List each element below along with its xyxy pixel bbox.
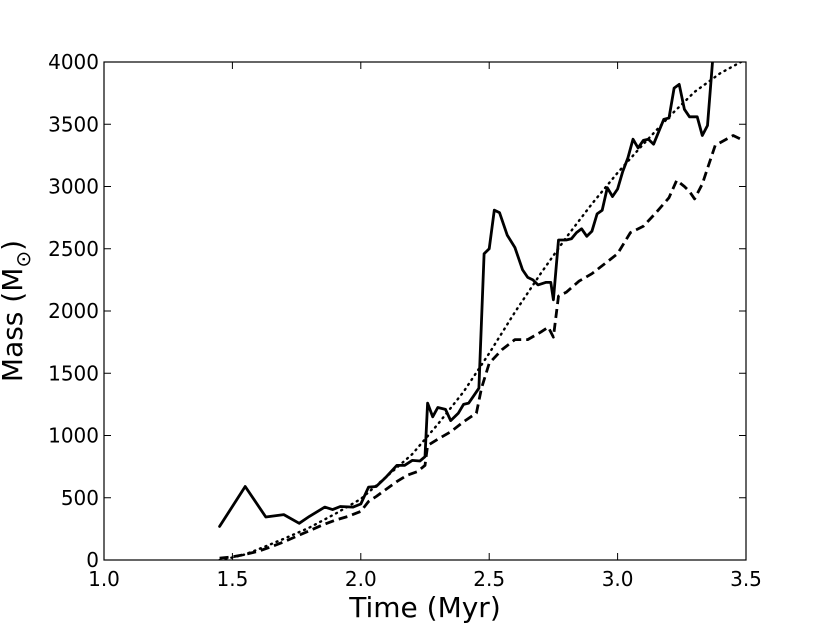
series-line-dotted: [218, 62, 743, 560]
series-layer: [218, 62, 743, 560]
y-tick-label: 2000: [48, 299, 99, 323]
tick-labels: 1.0 1.5 2.0 2.5 3.0 3.5 0 500 1000 1500 2000 2500 30…: [48, 50, 762, 591]
y-tick-label: 1500: [48, 361, 99, 385]
y-axis-title: Mass (M⊙): [0, 240, 35, 382]
y-tick-label: 3000: [48, 175, 99, 199]
series-line-dashed: [219, 134, 742, 560]
x-tick-label: 1.0: [88, 567, 120, 591]
x-tick-label: 2.5: [473, 567, 505, 591]
x-tick-label: 1.5: [216, 567, 248, 591]
x-tick-label: 2.0: [345, 567, 377, 591]
series-line-solid: [218, 62, 714, 528]
y-axis-title-sun-symbol: ⊙: [11, 251, 35, 268]
y-axis-title-close: ): [0, 240, 29, 251]
x-tick-label: 3.0: [602, 567, 634, 591]
y-tick-label: 1000: [48, 424, 99, 448]
svg-text:Mass (M⊙): Mass (M⊙): [0, 240, 35, 382]
plot-frame: [103, 61, 747, 561]
x-axis-title: Time (Myr): [348, 591, 501, 623]
y-tick-label: 0: [86, 548, 99, 572]
y-tick-label: 2500: [48, 237, 99, 261]
y-tick-label: 3500: [48, 112, 99, 136]
y-tick-label: 500: [61, 486, 99, 510]
x-tick-label: 3.5: [730, 567, 762, 591]
y-tick-label: 4000: [48, 50, 99, 74]
y-axis-title-text: Mass (M: [0, 268, 29, 382]
